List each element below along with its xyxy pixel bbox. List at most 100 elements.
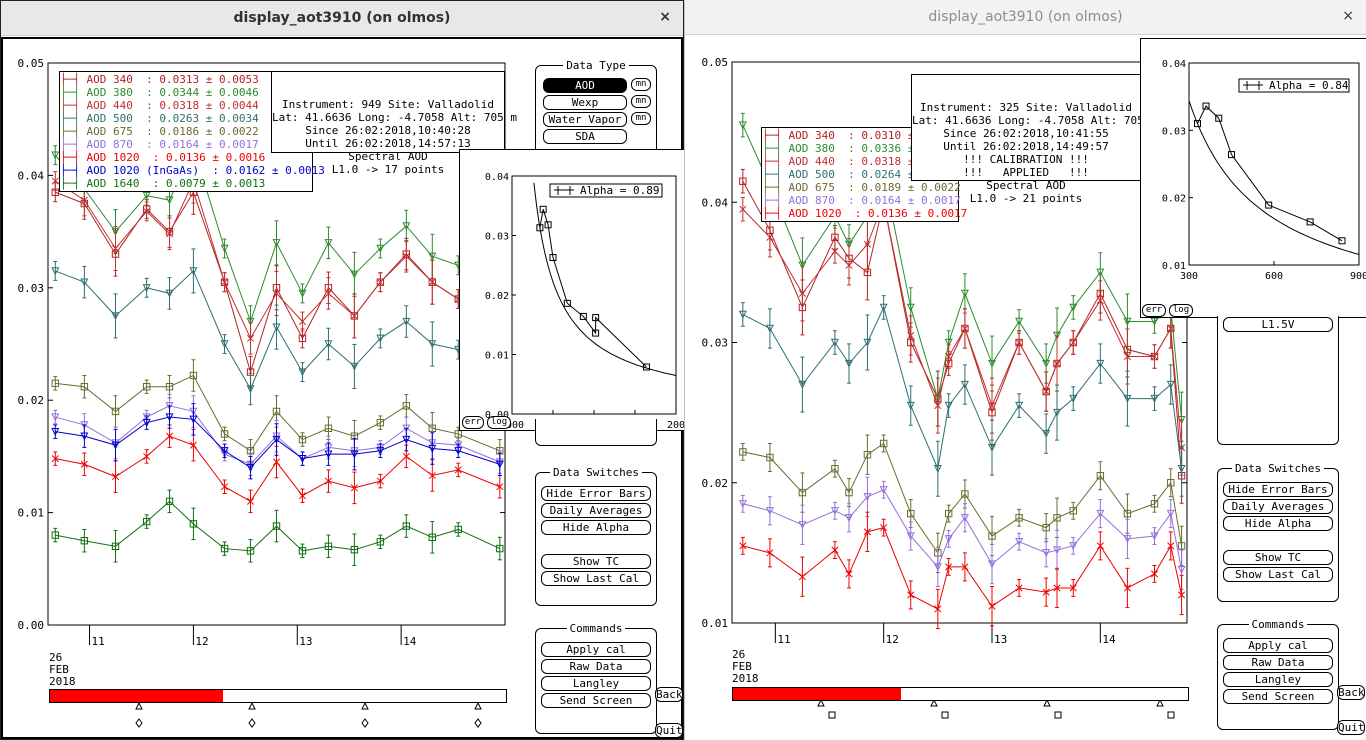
show-tc-button[interactable]: Show TC xyxy=(541,554,651,569)
x-tick-label: 13 xyxy=(994,633,1007,646)
hide-error-bars-button[interactable]: Hide Error Bars xyxy=(541,486,651,501)
right-close-icon[interactable]: × xyxy=(1342,8,1354,24)
triangle-marker xyxy=(51,267,60,276)
right-show-tc-button[interactable]: Show TC xyxy=(1223,550,1333,565)
right-langley-button[interactable]: Langley xyxy=(1223,672,1333,687)
legend-marker-icon: ├─┤ xyxy=(762,181,789,194)
square-marker xyxy=(454,430,462,438)
triangle-marker xyxy=(495,460,504,469)
triangle-marker xyxy=(165,413,174,422)
left-titlebar[interactable]: display_aot3910 (on olmos) × xyxy=(1,1,683,36)
inset-y-tick-label: 0.02 xyxy=(485,291,509,302)
triangle-marker xyxy=(1150,532,1159,541)
square-marker xyxy=(51,379,59,388)
inset-y-tick-label: 0.01 xyxy=(485,351,509,362)
sda-button[interactable]: SDA xyxy=(543,129,627,144)
triangle-marker xyxy=(1096,268,1105,277)
alpha-point xyxy=(592,314,600,322)
triangle-marker xyxy=(1052,546,1062,555)
legend-marker-icon: ├─┤ xyxy=(762,142,789,155)
right-back-button[interactable]: Back xyxy=(1337,685,1365,700)
triangle-marker xyxy=(246,463,255,472)
triangle-marker xyxy=(454,441,463,450)
right-show-last-cal-button[interactable]: Show Last Cal xyxy=(1223,567,1333,582)
square-marker xyxy=(961,490,969,498)
apply-cal-button[interactable]: Apply cal xyxy=(541,642,651,657)
left-err-button[interactable]: err xyxy=(462,416,484,429)
right-send-screen-button[interactable]: Send Screen xyxy=(1223,689,1333,704)
right-commands-panel: Commands Apply cal Raw Data Langley Send… xyxy=(1217,618,1339,730)
inset-y-tick-label: 0.02 xyxy=(1162,194,1186,205)
info-line: Until 26:02:2018,14:57:13 xyxy=(305,137,471,150)
legend-marker-icon: ├─┤ xyxy=(60,138,87,151)
legend-item: ├─┤ AOD 380 : 0.0344 ± 0.0046 xyxy=(60,86,312,99)
legend-item: ├─┤ AOD 340 : 0.0313 ± 0.0053 xyxy=(60,73,312,86)
triangle-marker xyxy=(376,244,385,253)
triangle-marker xyxy=(798,261,807,270)
square-marker xyxy=(189,371,198,380)
right-err-button[interactable]: err xyxy=(1142,304,1166,317)
x-marker xyxy=(961,563,969,571)
square-marker xyxy=(1096,472,1105,480)
aod-mn-button[interactable]: mn xyxy=(631,78,651,91)
left-quit-button[interactable]: Quit xyxy=(655,723,683,738)
x-tick-label: 12 xyxy=(886,633,899,646)
right-titlebar[interactable]: display_aot3910 (on olmos) × xyxy=(685,0,1366,35)
send-screen-button[interactable]: Send Screen xyxy=(541,693,651,708)
triangle-marker xyxy=(906,401,915,410)
legend-marker-icon: ├─┤ xyxy=(60,112,87,125)
right-alpha-chart: 0.01 0.02 0.03 0.04 300 600 900 Alpha = 0.84 xyxy=(1162,59,1366,282)
water-vapor-mn-button[interactable]: mn xyxy=(631,112,651,125)
hide-alpha-button[interactable]: Hide Alpha xyxy=(541,520,651,535)
data-type-title: Data Type xyxy=(563,59,629,72)
show-last-cal-button[interactable]: Show Last Cal xyxy=(541,571,651,586)
alpha-point xyxy=(1202,102,1210,110)
legend-marker-icon: ├─┤ xyxy=(762,155,789,168)
right-quit-button[interactable]: Quit xyxy=(1337,720,1365,735)
square-marker xyxy=(165,383,174,391)
x-marker xyxy=(934,605,942,613)
x-marker xyxy=(845,570,853,578)
raw-data-button[interactable]: Raw Data xyxy=(541,659,651,674)
x-marker xyxy=(350,484,358,492)
time-marker-triangle xyxy=(930,700,938,707)
square-marker xyxy=(739,177,747,185)
right-log-button[interactable]: log xyxy=(1169,304,1193,317)
left-log-button[interactable]: log xyxy=(487,416,511,429)
alpha-point xyxy=(549,254,557,262)
left-back-button[interactable]: Back xyxy=(655,687,683,702)
water-vapor-button[interactable]: Water Vapor xyxy=(543,112,627,127)
legend-label: AOD 380 : 0.0336 ± xyxy=(788,142,915,155)
x-marker xyxy=(143,452,151,460)
left-time-slider[interactable] xyxy=(49,689,507,703)
daily-averages-button[interactable]: Daily Averages xyxy=(541,503,651,518)
x-marker xyxy=(165,230,174,238)
legend-label: AOD 340 : 0.0313 ± 0.0053 xyxy=(86,73,259,86)
square-marker xyxy=(324,542,333,551)
square-marker xyxy=(454,525,462,534)
right-time-slider[interactable] xyxy=(732,687,1189,701)
triangle-marker xyxy=(142,413,151,422)
level-l15v-button[interactable]: L1.5V xyxy=(1223,317,1333,332)
triangle-marker xyxy=(765,507,774,516)
square-marker xyxy=(324,424,333,433)
right-hide-error-bars-button[interactable]: Hide Error Bars xyxy=(1223,482,1333,497)
triangle-marker xyxy=(944,338,953,347)
left-time-slider-fill xyxy=(50,690,224,702)
left-close-icon[interactable]: × xyxy=(659,9,671,25)
right-hide-alpha-button[interactable]: Hide Alpha xyxy=(1223,516,1333,531)
right-apply-cal-button[interactable]: Apply cal xyxy=(1223,638,1333,653)
wexp-mn-button[interactable]: mn xyxy=(631,95,651,108)
alpha-point xyxy=(579,312,587,320)
x-marker xyxy=(907,591,915,599)
right-daily-averages-button[interactable]: Daily Averages xyxy=(1223,499,1333,514)
triangle-marker xyxy=(1015,537,1024,546)
wexp-button[interactable]: Wexp xyxy=(543,95,627,110)
x-marker xyxy=(1123,584,1131,592)
triangle-marker xyxy=(350,362,359,371)
x-marker xyxy=(376,477,384,485)
right-raw-data-button[interactable]: Raw Data xyxy=(1223,655,1333,670)
data-switches-title: Data Switches xyxy=(549,466,643,479)
langley-button[interactable]: Langley xyxy=(541,676,651,691)
aod-button[interactable]: AOD xyxy=(543,78,627,93)
